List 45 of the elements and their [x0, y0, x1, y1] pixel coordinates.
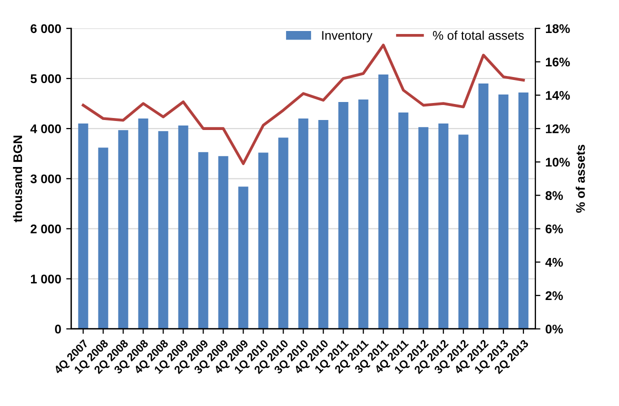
bar: [478, 84, 488, 329]
y2-tick-label: 8%: [546, 191, 563, 200]
bar: [398, 112, 408, 329]
bar: [458, 134, 468, 329]
bar: [318, 120, 328, 329]
bar: [138, 118, 148, 329]
y2-tick-label: 16%: [546, 58, 570, 66]
bar: [258, 152, 268, 329]
y-axis-title: thousand BGN: [12, 136, 22, 222]
bar: [178, 126, 188, 329]
bar: [518, 92, 528, 329]
bar: [338, 102, 348, 329]
y2-tick-label: 4%: [545, 258, 563, 267]
bar: [238, 186, 248, 329]
bar: [418, 127, 428, 329]
bar: [278, 138, 288, 329]
y-tick-label: 0: [55, 324, 61, 334]
legend-label: % of total assets: [432, 30, 524, 40]
y-tick-label: 6 000: [30, 24, 61, 34]
bar: [98, 148, 108, 329]
bar: [198, 152, 208, 329]
bar: [438, 124, 448, 329]
y2-tick-label: 14%: [546, 91, 570, 100]
y-tick-label: 1 000: [30, 274, 61, 284]
y2-tick-label: 0%: [546, 324, 563, 334]
bar: [298, 118, 308, 329]
y-tick-label: 3 000: [30, 174, 61, 184]
bar: [498, 94, 508, 329]
y-tick-label: 2 000: [30, 224, 61, 234]
legend-label: Inventory: [322, 31, 372, 42]
bar: [118, 130, 128, 329]
bar: [158, 131, 168, 329]
y2-tick-label: 6%: [546, 224, 563, 234]
y2-tick-label: 12%: [546, 124, 570, 134]
bar: [78, 124, 88, 329]
line-series: [82, 44, 525, 166]
y-tick-label: 4 000: [30, 124, 61, 134]
y2-tick-label: 2%: [546, 291, 563, 300]
bar: [218, 156, 228, 329]
y-tick-label: 5 000: [30, 74, 61, 84]
bar: [358, 100, 368, 329]
y2-tick-label: 10%: [546, 158, 570, 167]
y2-tick-label: 18%: [546, 24, 570, 34]
y2-axis-title: % of assets: [576, 144, 585, 213]
bar: [378, 74, 388, 329]
